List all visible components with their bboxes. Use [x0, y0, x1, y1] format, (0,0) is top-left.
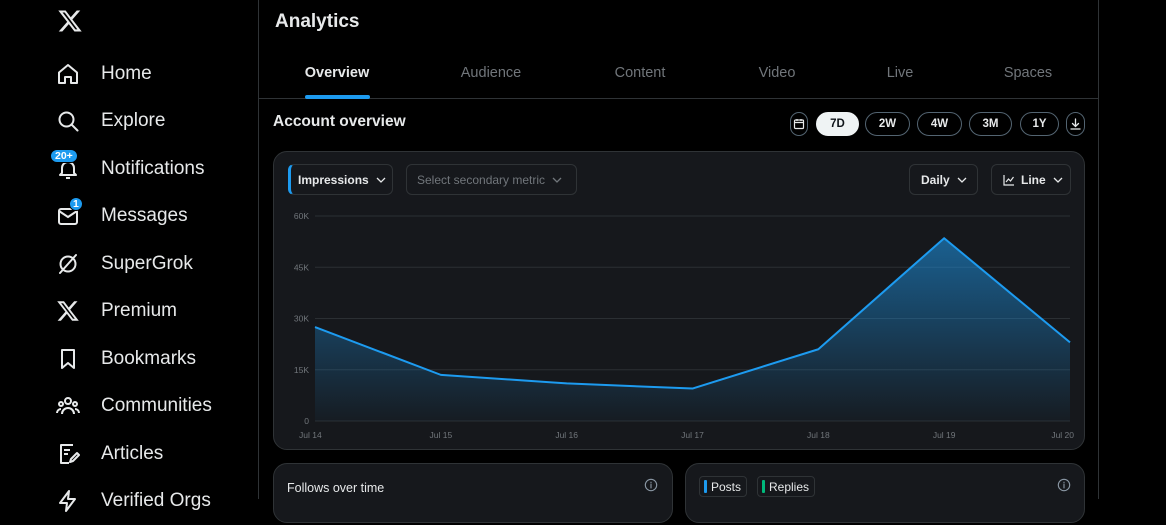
tab-video[interactable]: Video [759, 48, 796, 98]
nav-premium[interactable]: Premium [50, 288, 212, 336]
x-logo-icon [50, 296, 94, 326]
nav-explore[interactable]: Explore [50, 98, 212, 146]
download-icon [1070, 118, 1081, 130]
grok-icon [50, 249, 94, 279]
main-column: Analytics Overview Audience Content Vide… [258, 0, 1099, 499]
impressions-chart: 0 15K 30K 45K 60K Jul 14 Jul 15 Jul 16 Jul 17 Jul… [274, 152, 1084, 449]
y-tick-label: 45K [294, 262, 309, 272]
nav-label: Messages [101, 205, 188, 227]
range-7d[interactable]: 7D [816, 112, 859, 136]
sidebar: Home Explore 20+ Notifications 1 Message… [0, 0, 258, 499]
legend-posts[interactable]: Posts [699, 476, 747, 497]
primary-nav: Home Explore 20+ Notifications 1 Message… [50, 50, 212, 525]
follows-card: Follows over time [273, 463, 673, 523]
nav-label: Bookmarks [101, 348, 196, 370]
nav-articles[interactable]: Articles [50, 430, 212, 478]
range-3m[interactable]: 3M [969, 112, 1012, 136]
info-icon[interactable] [644, 478, 658, 492]
nav-label: Explore [101, 110, 165, 132]
nav-communities[interactable]: Communities [50, 383, 212, 431]
bookmark-icon [50, 344, 94, 374]
impressions-chart-card: Impressions Select secondary metric Dail… [273, 151, 1085, 450]
legend-label: Posts [711, 480, 741, 494]
nav-label: Notifications [101, 158, 205, 180]
x-tick-label: Jul 20 [1051, 430, 1074, 440]
nav-supergrok[interactable]: SuperGrok [50, 240, 212, 288]
x-tick-label: Jul 17 [681, 430, 704, 440]
analytics-tabs: Overview Audience Content Video Live Spa… [259, 48, 1098, 99]
nav-messages[interactable]: 1 Messages [50, 193, 212, 241]
bell-icon: 20+ [50, 154, 94, 184]
y-tick-label: 0 [304, 416, 309, 426]
range-4w[interactable]: 4W [917, 112, 962, 136]
tab-spaces[interactable]: Spaces [1004, 48, 1052, 98]
lightning-icon [50, 486, 94, 516]
calendar-button[interactable] [790, 112, 808, 136]
y-tick-label: 15K [294, 365, 309, 375]
legend-replies[interactable]: Replies [757, 476, 815, 497]
y-tick-label: 60K [294, 211, 309, 221]
nav-notifications[interactable]: 20+ Notifications [50, 145, 212, 193]
section-title: Account overview [273, 113, 406, 131]
tab-overview[interactable]: Overview [305, 48, 370, 98]
nav-label: Home [101, 63, 152, 85]
impressions-area [315, 238, 1070, 421]
x-tick-label: Jul 18 [807, 430, 830, 440]
tab-live[interactable]: Live [887, 48, 914, 98]
active-tab-indicator [305, 95, 370, 99]
x-tick-label: Jul 19 [933, 430, 956, 440]
nav-label: SuperGrok [101, 253, 193, 275]
nav-label: Premium [101, 300, 177, 322]
replies-swatch [762, 480, 765, 493]
nav-verified-orgs[interactable]: Verified Orgs [50, 478, 212, 525]
tab-content[interactable]: Content [615, 48, 666, 98]
notifications-badge: 20+ [50, 149, 78, 163]
x-tick-label: Jul 16 [555, 430, 578, 440]
home-icon [50, 59, 94, 89]
nav-bookmarks[interactable]: Bookmarks [50, 335, 212, 383]
legend-label: Replies [769, 480, 809, 494]
info-icon[interactable] [1057, 478, 1071, 492]
posts-swatch [704, 480, 707, 493]
posts-replies-card: Posts Replies [685, 463, 1085, 523]
communities-icon [50, 391, 94, 421]
follows-title: Follows over time [287, 481, 384, 495]
search-icon [50, 106, 94, 136]
x-tick-label: Jul 14 [299, 430, 322, 440]
messages-badge: 1 [69, 197, 83, 211]
range-2w[interactable]: 2W [865, 112, 910, 136]
nav-label: Communities [101, 395, 212, 417]
calendar-icon [793, 118, 805, 130]
x-tick-label: Jul 15 [429, 430, 452, 440]
download-button[interactable] [1066, 112, 1085, 136]
article-icon [50, 439, 94, 469]
envelope-icon: 1 [50, 201, 94, 231]
range-1y[interactable]: 1Y [1020, 112, 1059, 136]
nav-home[interactable]: Home [50, 50, 212, 98]
y-tick-label: 30K [294, 314, 309, 324]
page-title: Analytics [275, 11, 359, 33]
nav-label: Verified Orgs [101, 490, 211, 512]
tab-audience[interactable]: Audience [461, 48, 521, 98]
x-logo-icon[interactable] [57, 8, 85, 36]
nav-label: Articles [101, 443, 163, 465]
